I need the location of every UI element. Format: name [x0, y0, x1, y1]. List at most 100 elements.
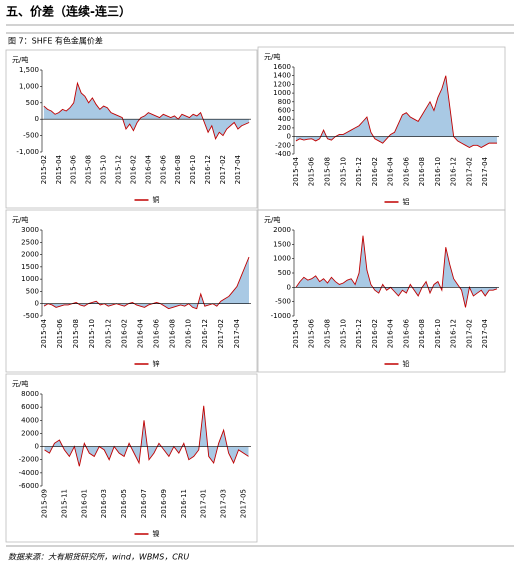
x-tick-label: 2016-07 — [140, 489, 148, 518]
y-tick-label: 0 — [287, 133, 291, 141]
x-tick-label: 2016-12 — [450, 157, 458, 186]
x-tick-label: 2015-06 — [70, 154, 78, 184]
x-tick-label: 2015-10 — [100, 155, 108, 184]
y-tick-label: 2000 — [21, 251, 39, 259]
x-tick-label: 2015-04 — [55, 154, 63, 184]
legend-label: 锌 — [153, 359, 160, 368]
x-tick-label: 2015-04 — [292, 156, 300, 186]
y-axis-label: 元/吨 — [264, 215, 280, 224]
chart-frame — [5, 49, 258, 209]
y-tick-label: 500 — [26, 287, 39, 295]
x-tick-label: 2015-12 — [355, 319, 363, 348]
legend-label: 铝 — [403, 197, 410, 206]
figure-caption: 图 7：SHFE 有色金属价差 — [8, 36, 103, 46]
x-tick-label: 2016-08 — [174, 155, 182, 184]
y-tick-label: 1000 — [273, 255, 291, 263]
x-tick-label: 2017-02 — [219, 155, 227, 184]
y-tick-label: 3000 — [21, 226, 39, 234]
x-tick-label: 2015-12 — [115, 155, 123, 184]
x-tick-label: 2016-08 — [418, 319, 426, 348]
y-tick-label: 1,500 — [19, 66, 39, 74]
y-tick-label: 2000 — [273, 226, 291, 234]
x-tick-label: 2016-11 — [180, 489, 188, 518]
x-tick-label: 2015-06 — [308, 156, 316, 186]
x-tick-label: 2015-08 — [324, 319, 332, 348]
x-tick-label: 2016-10 — [434, 157, 442, 186]
y-tick-label: 2500 — [21, 238, 39, 246]
y-tick-label: 0 — [35, 443, 39, 451]
area-fill — [295, 75, 498, 148]
y-axis-label: 元/吨 — [12, 55, 28, 64]
y-tick-label: 2000 — [21, 429, 39, 437]
y-tick-label: -200 — [275, 141, 291, 149]
x-tick-label: 2017-02 — [465, 319, 473, 348]
chart-frame — [5, 209, 258, 373]
y-tick-label: 1000 — [273, 89, 291, 97]
x-tick-label: 2017-04 — [481, 318, 489, 348]
y-tick-label: 800 — [278, 98, 291, 106]
x-tick-label: 2017-01 — [200, 489, 208, 518]
x-tick-label: 2017-04 — [234, 154, 242, 184]
y-tick-label: -500 — [275, 298, 291, 306]
x-tick-label: 2016-04 — [136, 318, 144, 348]
area-fill — [295, 235, 498, 308]
x-tick-label: 2016-08 — [169, 319, 177, 348]
x-tick-label: 2015-06 — [56, 318, 64, 348]
series-line — [295, 75, 498, 148]
x-tick-label: 2015-08 — [72, 319, 80, 348]
x-tick-label: 2015-09 — [40, 489, 48, 518]
y-tick-label: 1500 — [273, 240, 291, 248]
y-axis-label: 元/吨 — [264, 52, 280, 61]
area-fill — [43, 83, 250, 139]
x-tick-label: 2016-02 — [129, 155, 137, 184]
x-tick-label: 2016-10 — [189, 155, 197, 184]
x-tick-label: 2017-05 — [240, 489, 248, 518]
x-tick-label: 2016-02 — [120, 319, 128, 348]
x-tick-label: 2017-02 — [217, 319, 225, 348]
series-line — [44, 405, 249, 467]
x-tick-label: 2016-06 — [402, 318, 410, 348]
y-tick-label: 200 — [278, 124, 291, 132]
x-tick-label: 2015-02 — [40, 155, 48, 184]
y-axis-label: 元/吨 — [12, 379, 28, 388]
series-line — [43, 256, 250, 310]
legend-label: 铅 — [403, 359, 410, 368]
x-tick-label: 2016-09 — [160, 489, 168, 518]
y-tick-label: 1600 — [273, 63, 291, 71]
y-tick-label: -500 — [23, 132, 39, 140]
y-tick-label: 1000 — [21, 275, 39, 283]
area-fill — [44, 405, 249, 467]
x-tick-label: 2016-01 — [80, 489, 88, 518]
x-tick-label: 2016-12 — [450, 319, 458, 348]
y-tick-label: -1,000 — [16, 148, 39, 156]
y-tick-label: -400 — [275, 150, 291, 158]
y-tick-label: 600 — [278, 107, 291, 115]
x-tick-label: 2016-04 — [387, 318, 395, 348]
x-tick-label: 2017-04 — [233, 318, 241, 348]
x-tick-label: 2015-12 — [104, 319, 112, 348]
y-tick-label: 0 — [35, 300, 39, 308]
x-tick-label: 2015-08 — [324, 157, 332, 186]
x-tick-label: 2015-08 — [85, 155, 93, 184]
x-tick-label: 2015-06 — [308, 318, 316, 348]
y-tick-label: 400 — [278, 115, 291, 123]
y-tick-label: 4000 — [21, 416, 39, 424]
x-tick-label: 2016-10 — [434, 319, 442, 348]
x-tick-label: 2015-10 — [339, 319, 347, 348]
x-tick-label: 2016-04 — [387, 156, 395, 186]
x-tick-label: 2017-04 — [481, 156, 489, 186]
x-tick-label: 2016-02 — [371, 157, 379, 186]
x-tick-label: 2016-06 — [153, 318, 161, 348]
section-title: 五、价差（连续-连三） — [6, 4, 131, 19]
legend-label: 铜 — [153, 195, 160, 204]
x-tick-label: 2016-04 — [144, 154, 152, 184]
area-fill — [44, 257, 249, 309]
x-tick-label: 2016-08 — [418, 157, 426, 186]
x-tick-label: 2016-12 — [204, 155, 212, 184]
x-tick-label: 2016-06 — [159, 154, 167, 184]
y-tick-label: 1400 — [273, 72, 291, 80]
y-tick-label: -1000 — [271, 312, 291, 320]
x-tick-label: 2016-03 — [100, 489, 108, 518]
y-tick-label: 0 — [287, 283, 291, 291]
